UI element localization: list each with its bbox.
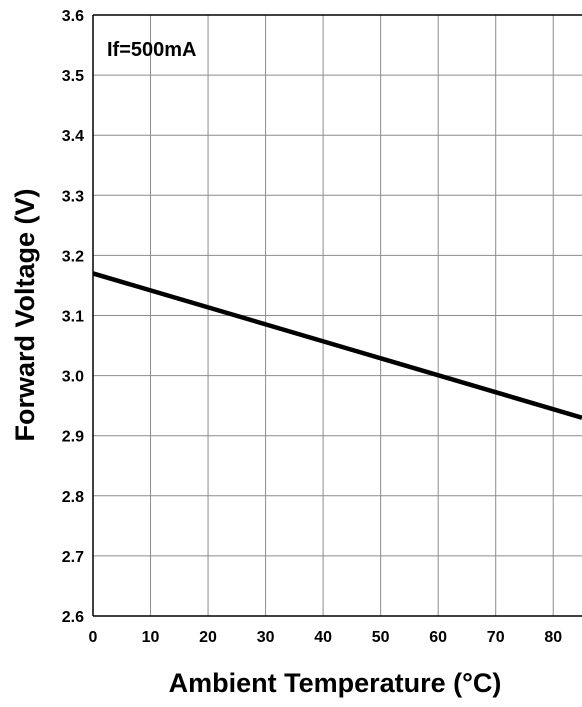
y-tick-label: 3.2 bbox=[62, 248, 84, 265]
y-axis-title: Forward Voltage (V) bbox=[10, 188, 40, 441]
grid-lines bbox=[93, 15, 582, 616]
y-tick-label: 3.3 bbox=[62, 188, 84, 205]
y-tick-labels: 2.6 2.7 2.8 2.9 3.0 3.1 3.2 3.3 3.4 3.5 3.6 bbox=[62, 8, 84, 626]
y-tick-label: 2.6 bbox=[62, 609, 84, 626]
x-tick-label: 80 bbox=[544, 629, 562, 646]
y-tick-label: 3.1 bbox=[62, 309, 84, 326]
plot-frame bbox=[92, 14, 582, 617]
x-tick-label: 70 bbox=[487, 629, 505, 646]
y-tick-label: 3.0 bbox=[62, 369, 84, 386]
x-tick-label: 0 bbox=[89, 629, 98, 646]
y-tick-label: 2.8 bbox=[62, 489, 84, 506]
y-tick-label: 3.4 bbox=[62, 128, 84, 145]
x-tick-label: 30 bbox=[257, 629, 275, 646]
y-tick-label: 3.6 bbox=[62, 8, 84, 25]
y-tick-label: 2.7 bbox=[62, 549, 84, 566]
series-layer bbox=[92, 271, 582, 420]
forward-voltage-line bbox=[92, 271, 582, 420]
y-tick-label: 3.5 bbox=[62, 68, 84, 85]
x-tick-labels: 0 10 20 30 40 50 60 70 80 bbox=[89, 629, 563, 646]
x-tick-label: 40 bbox=[314, 629, 332, 646]
x-tick-label: 10 bbox=[142, 629, 160, 646]
x-axis-title: Ambient Temperature (°C) bbox=[169, 668, 502, 698]
y-tick-label: 2.9 bbox=[62, 429, 84, 446]
x-tick-label: 50 bbox=[372, 629, 390, 646]
x-tick-label: 20 bbox=[199, 629, 217, 646]
test-condition-annotation: If=500mA bbox=[107, 39, 197, 61]
x-tick-label: 60 bbox=[429, 629, 447, 646]
